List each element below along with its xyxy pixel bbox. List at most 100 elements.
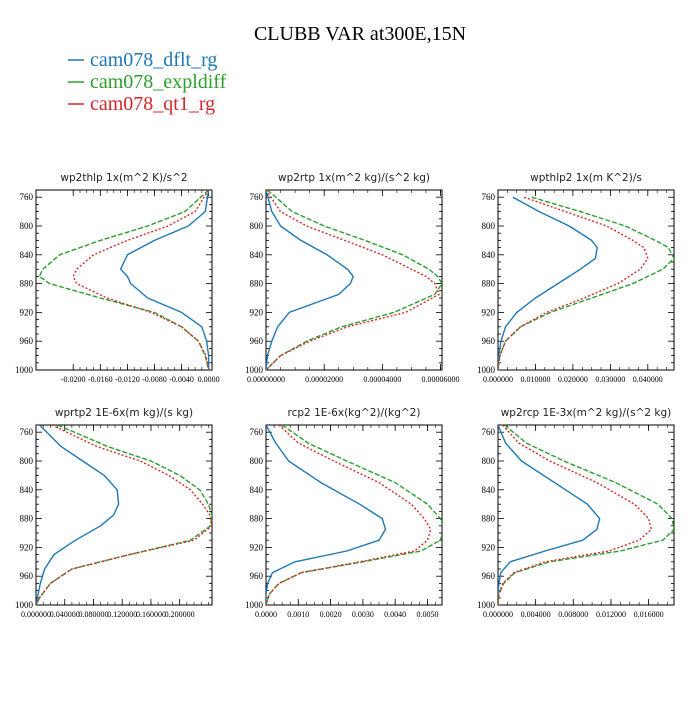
series-line-3: [36, 425, 212, 605]
y-tick-label: 800: [482, 221, 496, 231]
series-line-2: [38, 190, 210, 370]
x-tick-label: 0.008000: [558, 610, 588, 619]
plot-frame: [265, 424, 443, 606]
series-line-2: [36, 425, 212, 605]
y-tick-label: 760: [482, 427, 496, 437]
series-line-2: [498, 425, 674, 605]
chart-panel-3: wpthlp2 1x(m K^2)/s 760 800 840 880 920 960 100…: [477, 172, 675, 384]
y-tick-label: 880: [250, 514, 264, 524]
series-line-1: [36, 425, 120, 605]
x-tick-label: 0.00002000: [305, 375, 343, 384]
legend-label-2: cam078_expldiff: [90, 71, 227, 93]
y-tick-label: 960: [250, 336, 264, 346]
series-line-3: [498, 196, 649, 370]
y-tick-label: 920: [250, 307, 264, 317]
x-tick-label: 0.120000: [107, 610, 137, 619]
y-tick-label: 800: [482, 456, 496, 466]
chart-panel-6: wp2rcp 1E-3x(m^2 kg)/(s^2 kg) 760 800 840 88…: [477, 407, 675, 619]
series-line-3: [266, 425, 432, 605]
x-tick-label: -0.0160: [88, 375, 113, 384]
x-tick-label: 0.0000: [255, 610, 277, 619]
x-tick-label: 0.200000: [165, 610, 195, 619]
y-tick-label: 760: [20, 427, 34, 437]
x-tick-label: 0.040000: [50, 610, 80, 619]
x-tick-label: -0.0080: [142, 375, 167, 384]
chart-panel-4: wprtp2 1E-6x(m kg)/(s kg) 760 800 840 880 920…: [15, 407, 213, 619]
y-tick-label: 960: [482, 571, 496, 581]
x-tick-label: 0.020000: [558, 375, 588, 384]
y-tick-label: 840: [20, 485, 34, 495]
x-tick-label: -0.0200: [61, 375, 86, 384]
y-tick-label: 880: [250, 279, 264, 289]
x-tick-label: 0.000000: [483, 375, 513, 384]
y-tick-label: 960: [250, 571, 264, 581]
chart-title: wp2thlp 1x(m^2 K)/s^2: [60, 172, 187, 184]
y-tick-label: 1000: [477, 365, 496, 375]
panel-grid: wp2thlp 1x(m^2 K)/s^2 760 800 840 880 920 960 1…: [15, 172, 675, 619]
series-group: [38, 190, 210, 370]
y-tick-label: 840: [20, 250, 34, 260]
x-tick-label: 0.00000000: [247, 375, 285, 384]
y-tick-label: 760: [250, 427, 264, 437]
y-tick-label: 920: [20, 542, 34, 552]
y-tick-label: 1000: [245, 365, 264, 375]
y-tick-label: 960: [20, 571, 34, 581]
chart-title: wprtp2 1E-6x(m kg)/(s kg): [55, 407, 193, 419]
series-group: [36, 425, 212, 605]
series-line-3: [498, 425, 653, 605]
legend-label-3: cam078_qt1_rg: [90, 93, 215, 115]
x-tick-label: 0.010000: [520, 375, 550, 384]
x-tick-label: 0.0040: [384, 610, 406, 619]
y-tick-label: 760: [20, 192, 34, 202]
series-line-2: [266, 190, 442, 370]
y-tick-label: 880: [482, 279, 496, 289]
series-group: [498, 196, 674, 370]
y-tick-label: 800: [20, 221, 34, 231]
y-tick-label: 840: [482, 250, 496, 260]
x-tick-label: 0.016000: [634, 610, 664, 619]
figure-title: CLUBB VAR at300E,15N: [254, 23, 466, 45]
x-tick-label: 0.040000: [633, 375, 663, 384]
chart-title: wpthlp2 1x(m K^2)/s: [530, 172, 642, 184]
y-tick-label: 800: [250, 221, 264, 231]
series-line-2: [266, 425, 442, 605]
x-tick-label: -0.0040: [169, 375, 194, 384]
x-tick-label: 0.0050: [416, 610, 438, 619]
x-tick-label: 0.012000: [596, 610, 626, 619]
series-line-1: [498, 425, 601, 605]
y-tick-label: 1000: [245, 600, 264, 610]
y-tick-label: 840: [482, 485, 496, 495]
y-tick-label: 800: [250, 456, 264, 466]
x-tick-label: 0.080000: [78, 610, 108, 619]
y-tick-label: 920: [482, 542, 496, 552]
y-tick-label: 920: [20, 307, 34, 317]
plot-frame: [35, 189, 213, 371]
x-tick-label: 0.004000: [521, 610, 551, 619]
x-tick-label: 0.0020: [320, 610, 342, 619]
figure-legend: cam078_dflt_rgcam078_expldiffcam078_qt1_…: [68, 49, 227, 115]
y-tick-label: 800: [20, 456, 34, 466]
series-line-1: [266, 190, 354, 370]
y-tick-label: 880: [482, 514, 496, 524]
series-group: [266, 425, 442, 605]
series-line-3: [72, 190, 210, 370]
y-tick-label: 1000: [15, 365, 34, 375]
chart-panel-1: wp2thlp 1x(m^2 K)/s^2 760 800 840 880 920 960 1…: [15, 172, 220, 384]
chart-title: rcp2 1E-6x(kg^2)/(kg^2): [288, 407, 421, 419]
y-tick-label: 920: [482, 307, 496, 317]
series-line-1: [119, 190, 210, 370]
y-tick-label: 840: [250, 250, 264, 260]
series-group: [266, 190, 442, 370]
y-tick-label: 920: [250, 542, 264, 552]
y-tick-label: 840: [250, 485, 264, 495]
x-tick-label: 0.00006000: [422, 375, 460, 384]
x-tick-label: 0.00004000: [363, 375, 401, 384]
y-tick-label: 1000: [477, 600, 496, 610]
series-line-1: [266, 425, 387, 605]
y-tick-label: 760: [250, 192, 264, 202]
x-tick-label: -0.0120: [115, 375, 140, 384]
x-tick-label: 0.030000: [595, 375, 625, 384]
series-group: [498, 425, 674, 605]
x-tick-label: 0.160000: [136, 610, 166, 619]
